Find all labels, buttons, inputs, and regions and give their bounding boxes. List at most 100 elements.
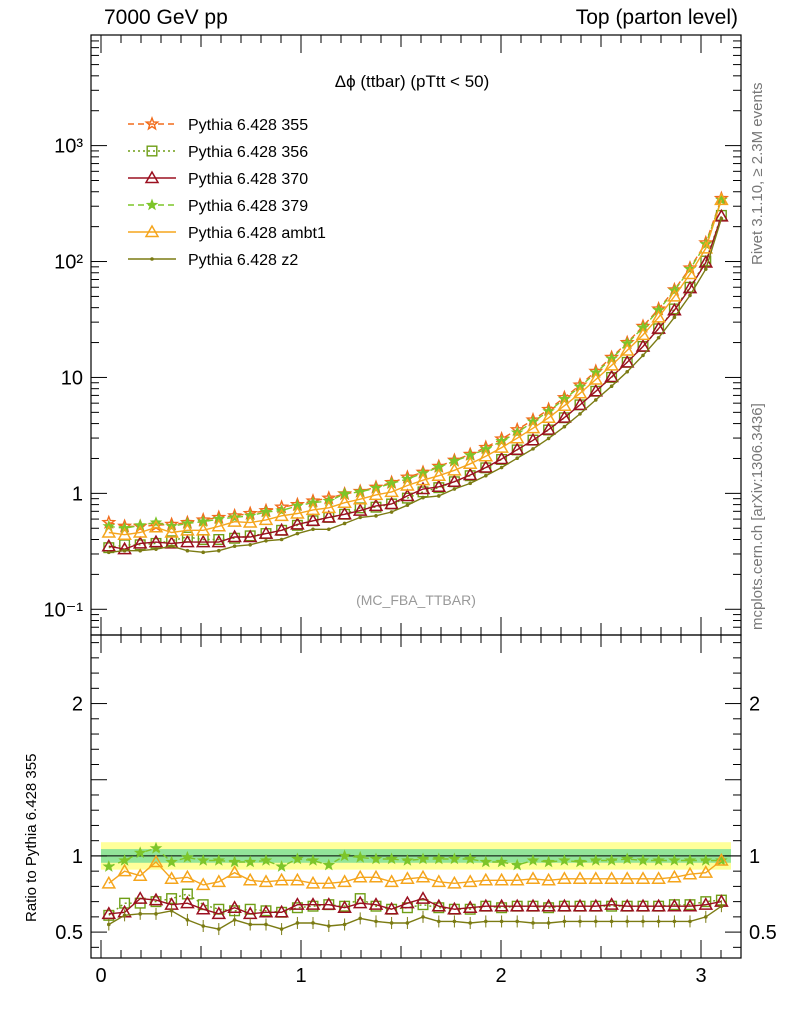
main-point: [242, 529, 258, 543]
main-point: [525, 432, 541, 446]
ratio-point: [479, 855, 493, 868]
ratio-point: [572, 898, 588, 912]
ratio-point: [117, 863, 132, 877]
main-series-line: [108, 216, 723, 550]
ratio-point: [715, 854, 728, 866]
ratio-point: [604, 897, 619, 910]
main-point: [572, 397, 588, 411]
ratio-point: [119, 897, 131, 909]
main-point: [431, 468, 447, 481]
main-point: [180, 522, 195, 536]
ratio-point: [651, 898, 666, 912]
ratio-point: [164, 871, 179, 885]
main-point: [452, 487, 457, 491]
main-point: [248, 542, 252, 547]
main-point: [499, 465, 504, 470]
main-point: [211, 534, 227, 548]
ratio-point: [101, 906, 117, 920]
main-point: [719, 216, 724, 221]
ratio-point: [463, 852, 477, 865]
ratio-point: [698, 865, 714, 878]
ratio-point: [499, 919, 504, 924]
ratio-series-1: [101, 891, 729, 920]
ratio-point: [132, 868, 148, 881]
ratio-point: [149, 841, 163, 854]
ratio-point: [605, 854, 618, 866]
ratio-point: [217, 927, 221, 931]
main-point: [606, 371, 618, 383]
main-point: [541, 422, 556, 435]
ratio-point: [478, 898, 494, 912]
ratio-point: [196, 854, 210, 866]
main-point: [368, 498, 384, 512]
main-point: [494, 440, 509, 453]
ratio-point: [195, 901, 211, 915]
ratio-point: [132, 891, 148, 904]
main-point: [274, 522, 289, 536]
ratio-point: [118, 854, 131, 866]
main-point: [295, 531, 300, 536]
main-point: [107, 550, 111, 555]
ratio-point: [700, 896, 712, 908]
ratio-point: [557, 898, 572, 912]
ratio-point: [232, 918, 237, 922]
ratio-point: [421, 915, 425, 919]
main-point: [279, 537, 284, 542]
legend-entry: Pythia 6.428 356: [128, 144, 308, 161]
ratio-point: [667, 898, 682, 912]
ratio-point: [432, 852, 446, 865]
main-point: [117, 541, 132, 555]
ratio-point: [448, 852, 461, 865]
main-point: [415, 472, 431, 486]
ratio-point: [165, 855, 178, 868]
ratio-point: [494, 898, 509, 912]
main-point: [337, 506, 352, 520]
main-point: [562, 424, 567, 429]
main-point: [698, 240, 714, 254]
main-point: [164, 524, 179, 538]
ratio-point: [573, 855, 587, 868]
main-point: [462, 467, 478, 481]
legend-label: Pythia 6.428 379: [188, 198, 308, 215]
ratio-point: [484, 919, 488, 924]
legend-entry: Pythia 6.428 ambt1: [128, 224, 326, 242]
ratio-point: [431, 874, 447, 888]
main-y-tick-label: 10⁻¹: [44, 599, 84, 621]
ratio-point: [558, 854, 571, 866]
main-point: [384, 484, 399, 498]
main-point: [117, 527, 132, 540]
ratio-point: [542, 855, 555, 868]
main-point: [132, 535, 148, 549]
ratio-point: [321, 875, 337, 889]
main-point: [531, 447, 535, 451]
main-point: [242, 515, 258, 528]
ratio-point: [495, 855, 508, 868]
main-point: [682, 280, 698, 294]
ratio-point: [510, 858, 524, 871]
main-point: [509, 442, 525, 455]
legend-entry: Pythia 6.428 370: [128, 170, 308, 188]
legend-label: Pythia 6.428 356: [188, 144, 308, 161]
main-point: [305, 513, 321, 527]
ratio-point: [211, 874, 227, 888]
ratio-point: [636, 854, 650, 866]
ratio-point: [122, 913, 127, 918]
main-point: [180, 534, 195, 548]
ratio-point: [148, 854, 164, 868]
ratio-point: [248, 922, 252, 927]
ratio-point: [546, 921, 551, 925]
main-point: [311, 527, 315, 532]
main-point: [217, 548, 221, 553]
main-point: [604, 357, 619, 371]
ratio-point: [531, 921, 535, 925]
legend-marker: [145, 198, 159, 211]
main-series-0: [101, 190, 730, 533]
main-point: [714, 208, 729, 222]
main-point: [122, 548, 127, 553]
main-point: [138, 548, 142, 553]
ratio-point: [211, 906, 227, 920]
main-point: [211, 518, 227, 532]
ratio-point: [227, 900, 242, 913]
main-point: [667, 302, 682, 316]
ratio-point: [525, 871, 541, 885]
